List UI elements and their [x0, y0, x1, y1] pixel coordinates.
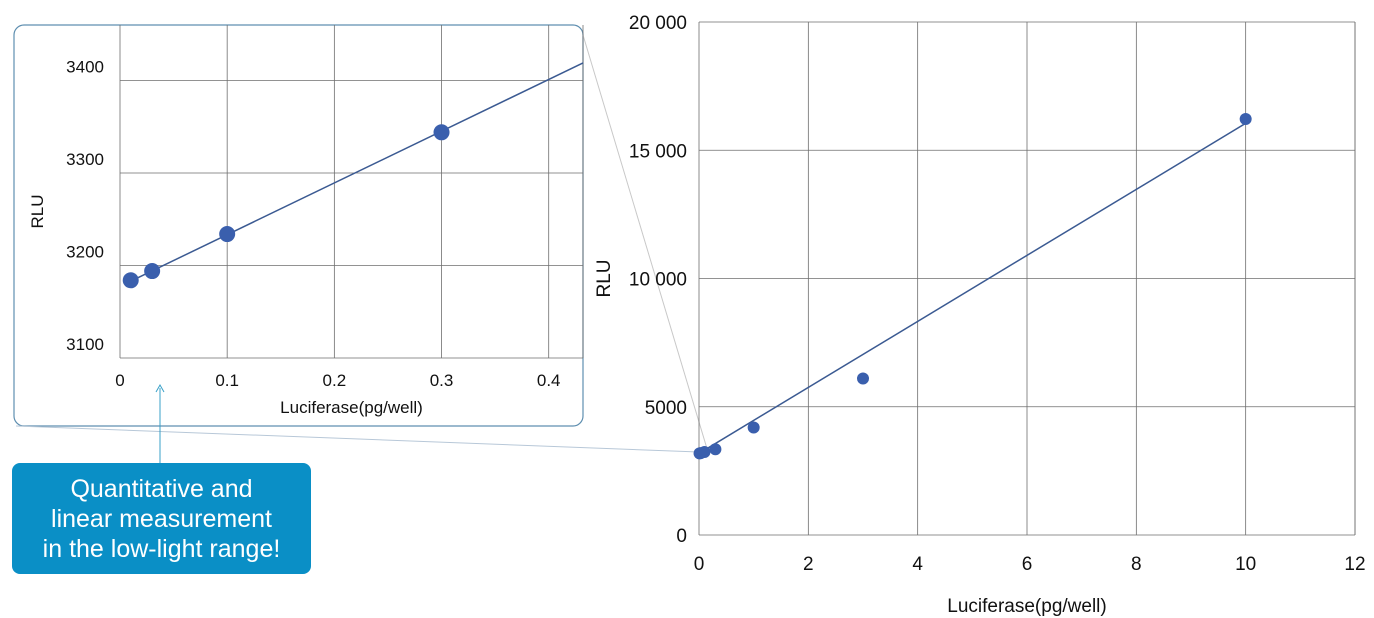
inset-x-tick-label: 0.2: [323, 371, 347, 390]
callout-box: Quantitative and linear measurement in t…: [12, 463, 311, 574]
inset-x-tick-label: 0.4: [537, 371, 561, 390]
main-x-axis-label: Luciferase(pg/well): [947, 596, 1106, 617]
inset-data-point: [219, 226, 236, 243]
inset-y-tick-label: 3200: [66, 243, 104, 262]
inset-y-axis-label: RLU: [28, 194, 47, 228]
main-trendline: [698, 122, 1247, 455]
main-y-tick-label: 15 000: [629, 141, 687, 162]
main-y-tick-label: 10 000: [629, 270, 687, 291]
inset-x-tick-label: 0: [115, 371, 124, 390]
main-x-tick-label: 12: [1344, 554, 1365, 575]
main-y-tick-label: 0: [676, 526, 687, 547]
main-y-tick-label: 5000: [645, 398, 687, 419]
zoom-connector-bottom: [15, 425, 700, 453]
zoom-connector-top: [582, 34, 709, 453]
inset-y-tick-label: 3400: [66, 58, 104, 77]
main-y-tick-label: 20 000: [629, 13, 687, 34]
main-x-tick-label: 4: [912, 554, 923, 575]
inset-border: [13, 24, 584, 427]
arrow-up-icon: [155, 383, 165, 393]
main-x-tick-label: 2: [803, 554, 814, 575]
inset-data-point: [433, 124, 450, 141]
main-x-tick-label: 6: [1022, 554, 1033, 575]
inset-data-point: [122, 272, 139, 289]
main-x-tick-label: 8: [1131, 554, 1142, 575]
main-data-point: [698, 446, 711, 459]
inset-x-tick-label: 0.1: [215, 371, 239, 390]
main-x-tick-label: 10: [1235, 554, 1256, 575]
main-y-axis-label: RLU: [594, 259, 615, 297]
main-data-point: [1239, 112, 1252, 125]
main-data-point: [857, 372, 869, 385]
main-x-tick-label: 0: [694, 554, 705, 575]
main-data-point: [709, 443, 722, 456]
inset-y-tick-label: 3100: [66, 335, 104, 354]
inset-x-axis-label: Luciferase(pg/well): [280, 398, 423, 417]
inset-trendline: [130, 62, 584, 282]
main-data-point: [747, 421, 760, 434]
inset-data-point: [144, 263, 161, 280]
inset-x-tick-label: 0.3: [430, 371, 454, 390]
inset-y-tick-label: 3300: [66, 150, 104, 169]
